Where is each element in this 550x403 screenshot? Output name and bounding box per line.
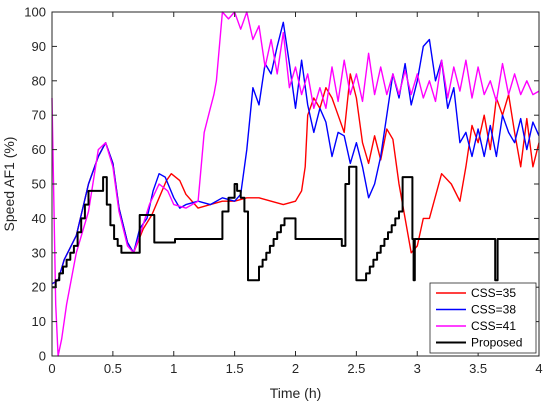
x-tick-label: 0 [48, 361, 55, 376]
legend: CSS=35 CSS=38 CSS=41 Proposed [429, 282, 537, 354]
y-tick-label: 20 [32, 280, 46, 295]
y-tick-label: 10 [32, 314, 46, 329]
series-layer [51, 11, 540, 357]
x-tick-label: 1.5 [226, 361, 244, 376]
y-tick-label: 90 [32, 39, 46, 54]
x-axis-label: Time (h) [270, 385, 322, 401]
y-tick-label: 100 [24, 5, 46, 20]
y-tick-label: 50 [32, 177, 46, 192]
y-tick-label: 70 [32, 108, 46, 123]
y-tick-label: 0 [39, 349, 46, 364]
legend-label: CSS=41 [471, 319, 516, 333]
x-tick-label: 4 [535, 361, 542, 376]
x-tick-label: 2 [292, 361, 299, 376]
series-line-css-35 [51, 73, 540, 285]
y-tick-label: 40 [32, 211, 46, 226]
x-tick-label: 0.5 [104, 361, 122, 376]
legend-label: CSS=38 [471, 303, 516, 317]
x-tick-label: 1 [170, 361, 177, 376]
legend-label: CSS=35 [471, 286, 516, 300]
x-tick-label: 3.5 [469, 361, 487, 376]
y-tick-label: 80 [32, 73, 46, 88]
series-line-css-41 [51, 11, 540, 357]
x-tick-label: 3 [414, 361, 421, 376]
series-line-proposed [52, 165, 539, 289]
y-axis: 0 10 20 30 40 50 60 70 80 90 100 [24, 5, 539, 364]
y-tick-label: 60 [32, 142, 46, 157]
series-line-css-38 [51, 21, 540, 285]
x-tick-label: 2.5 [347, 361, 365, 376]
legend-box [429, 282, 537, 354]
x-axis: 0 0.5 1 1.5 2 2.5 3 3.5 4 [48, 12, 543, 376]
y-tick-label: 30 [32, 245, 46, 260]
y-axis-label: Speed AF1 (%) [1, 137, 17, 232]
legend-label: Proposed [471, 336, 522, 350]
